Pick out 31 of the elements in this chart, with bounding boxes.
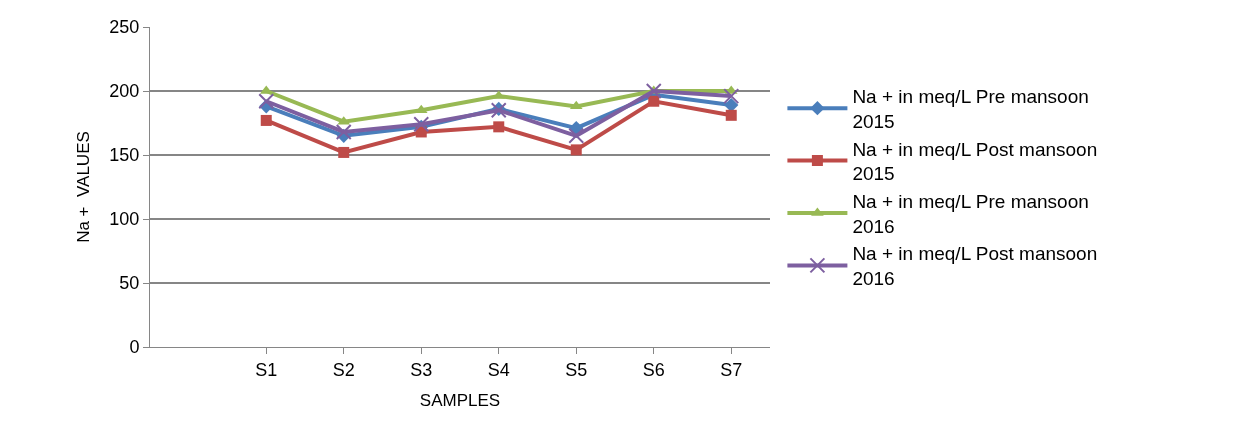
point [648, 95, 660, 107]
point [338, 146, 350, 158]
legend-label: Na + in meq/L Pre mansoon 2015 [852, 86, 1089, 132]
point [493, 121, 505, 133]
y-tick-label: 250 [109, 17, 140, 38]
x-tick-label: S3 [410, 359, 433, 380]
point [260, 114, 272, 126]
point [645, 83, 662, 99]
y-axis-title: Na + VALUES [73, 131, 93, 243]
point [723, 88, 740, 105]
x-tick-label: S1 [255, 359, 278, 380]
legend-label: Na + in meq/L Post mansoon 2016 [852, 243, 1098, 290]
x-tick-label: S4 [487, 359, 510, 380]
y-tick-label: 0 [129, 337, 140, 358]
y-tick-label: 50 [119, 273, 140, 294]
x-tick-label: S6 [642, 359, 665, 380]
x-tick-label: S2 [332, 359, 355, 380]
point [258, 93, 275, 110]
legend-label: Na + in meq/L Post mansoon 2015 [852, 138, 1098, 185]
point [335, 123, 352, 140]
legend-label: Na + in meq/L Pre mansoon 2016 [852, 191, 1089, 237]
x-tick-label: S7 [720, 359, 743, 380]
y-tick-label: 200 [109, 81, 140, 102]
point [725, 109, 737, 121]
y-tick-label: 150 [109, 145, 140, 166]
point [569, 100, 583, 110]
point [570, 144, 582, 156]
y-tick-label: 100 [109, 209, 140, 230]
point [568, 127, 585, 144]
x-axis-title: SAMPLES [419, 391, 501, 410]
x-tick-label: S5 [565, 359, 588, 380]
